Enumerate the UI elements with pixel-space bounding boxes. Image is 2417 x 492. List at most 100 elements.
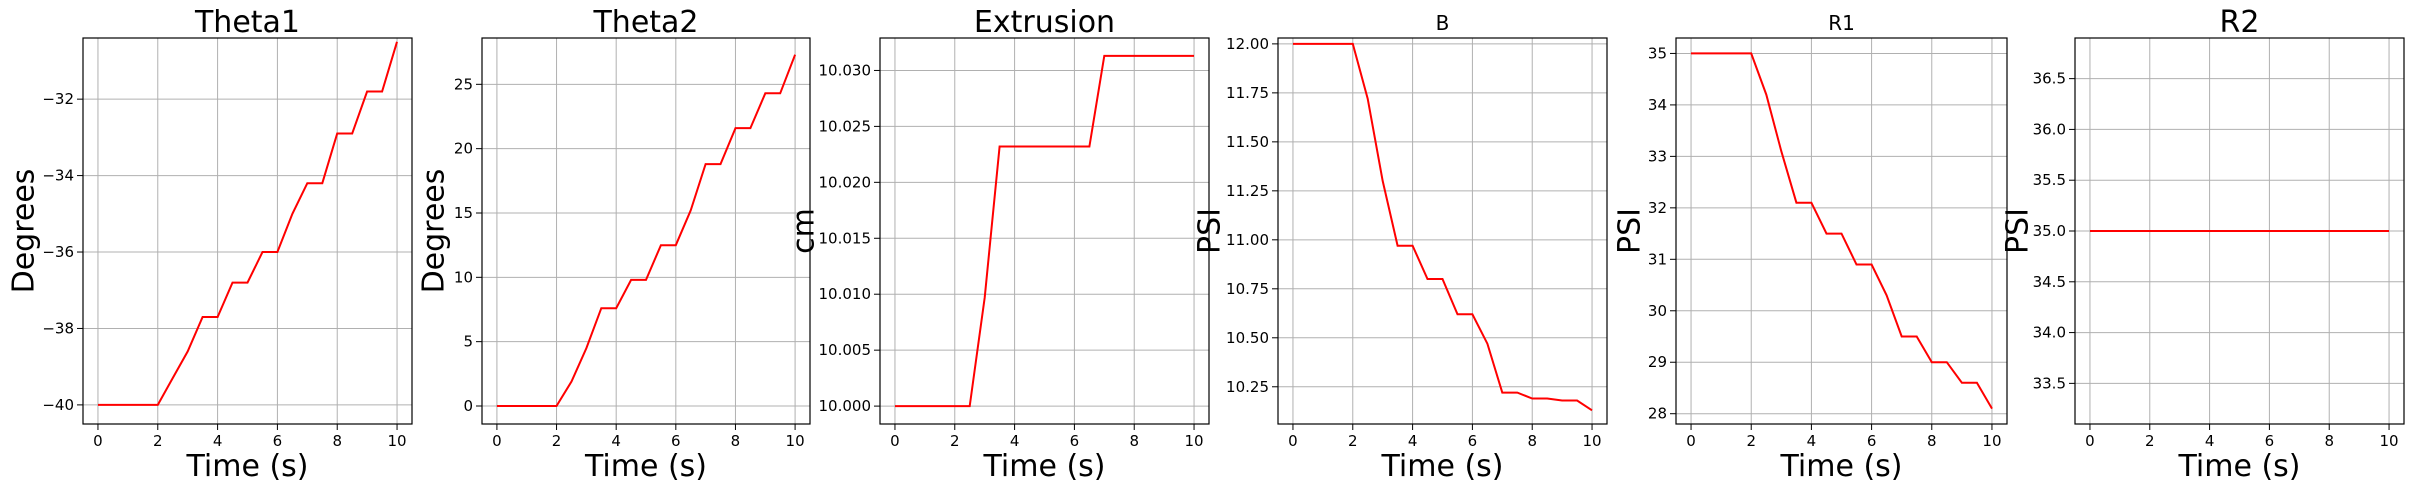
y-tick-label: 20	[454, 140, 473, 158]
subplot-6: 0 2 4 6 8 10 33.5 34.0 34.5 35.0 35.5 36.0 36.5 R2 Tim…	[2001, 5, 2405, 484]
x-tick-label: 10	[387, 432, 406, 450]
y-tick-label: 10.50	[1226, 329, 1269, 347]
x-tick-label: 4	[213, 432, 223, 450]
axes-frame	[879, 37, 1210, 425]
chart-title: R1	[1828, 11, 1855, 35]
y-tick-label: 10.005	[819, 341, 872, 359]
series-line	[895, 54, 1194, 408]
x-tick-label: 2	[950, 432, 960, 450]
y-tick-label: 34	[1648, 96, 1667, 114]
subplot-1: 0 2 4 6 8 10 −40 −38 −36 −34 −32 Theta1 Time (s) Degr…	[7, 5, 413, 484]
y-tick-label: 29	[1648, 353, 1667, 371]
chart-title: Theta2	[592, 5, 698, 40]
x-tick-label: 0	[1288, 432, 1298, 450]
y-tick-label: 12.00	[1226, 35, 1269, 53]
x-tick-label: 4	[611, 432, 621, 450]
y-tick-label: −40	[42, 396, 74, 414]
y-tick-label: 30	[1648, 302, 1667, 320]
y-tick-label: −34	[42, 167, 74, 185]
x-tick-label: 6	[671, 432, 681, 450]
y-axis-label: PSI	[1613, 208, 1648, 254]
y-tick-label: 0	[463, 397, 473, 415]
y-tick-label: 5	[463, 333, 473, 351]
x-tick-label: 10	[2379, 432, 2398, 450]
y-tick-label: 15	[454, 204, 473, 222]
x-axis-label: Time (s)	[1381, 449, 1504, 484]
y-tick-label: 10.75	[1226, 280, 1269, 298]
chart-title: B	[1436, 11, 1450, 35]
y-tick-label: 10.010	[819, 285, 872, 303]
series-line	[98, 41, 398, 406]
x-tick-label: 2	[1746, 432, 1756, 450]
y-axis-label: Degrees	[417, 169, 452, 294]
y-axis-label: PSI	[2001, 208, 2036, 254]
y-tick-label: 34.5	[2033, 273, 2066, 291]
y-tick-label: 11.50	[1226, 133, 1269, 151]
axes-frame	[481, 37, 811, 425]
y-tick-label: −38	[42, 319, 74, 337]
x-tick-label: 6	[1867, 432, 1877, 450]
y-tick-label: 10.25	[1226, 378, 1269, 396]
subplot-2: 0 2 4 6 8 10 0 5 10 15 20 25 Theta2 Time (s) Degrees	[417, 5, 811, 484]
y-axis-label: PSI	[1193, 208, 1228, 254]
x-tick-label: 6	[1468, 432, 1478, 450]
x-tick-label: 8	[731, 432, 741, 450]
y-tick-label: 32	[1648, 199, 1667, 217]
x-tick-label: 0	[492, 432, 502, 450]
x-tick-label: 4	[1010, 432, 1020, 450]
subplot-4: 0 2 4 6 8 10 10.25 10.50 10.75 11.00 11.25 11.50 11.…	[1193, 11, 1608, 484]
y-tick-label: 10.025	[819, 117, 872, 135]
x-tick-label: 6	[1070, 432, 1080, 450]
x-axis-label: Time (s)	[983, 449, 1106, 484]
y-tick-label: 33	[1648, 147, 1667, 165]
chart-title: Extrusion	[974, 5, 1115, 40]
y-tick-label: 31	[1648, 250, 1667, 268]
x-tick-label: 8	[2324, 432, 2334, 450]
y-tick-label: 11.25	[1226, 182, 1269, 200]
y-axis-label: cm	[787, 208, 822, 254]
x-tick-label: 0	[890, 432, 900, 450]
x-tick-label: 4	[1807, 432, 1817, 450]
x-tick-label: 8	[332, 432, 342, 450]
x-axis-label: Time (s)	[1780, 449, 1903, 484]
y-tick-label: 28	[1648, 405, 1667, 423]
x-tick-label: 8	[1527, 432, 1537, 450]
x-tick-label: 8	[1129, 432, 1139, 450]
y-tick-label: 36.0	[2033, 120, 2066, 138]
y-tick-label: 25	[454, 75, 473, 93]
y-tick-label: 10.020	[819, 173, 872, 191]
y-tick-label: 35.5	[2033, 171, 2066, 189]
series-line	[1293, 42, 1593, 412]
x-tick-label: 0	[2085, 432, 2095, 450]
x-tick-label: 2	[1348, 432, 1358, 450]
x-tick-label: 6	[2265, 432, 2275, 450]
axes-frame	[82, 37, 413, 425]
x-axis-label: Time (s)	[584, 449, 707, 484]
y-axis-label: Degrees	[7, 169, 42, 294]
axes-frame	[1675, 37, 2008, 425]
x-tick-label: 2	[2145, 432, 2155, 450]
x-tick-label: 10	[1982, 432, 2001, 450]
x-tick-label: 8	[1927, 432, 1937, 450]
y-tick-label: 11.00	[1226, 231, 1269, 249]
series-line	[496, 54, 797, 407]
y-tick-label: 34.0	[2033, 324, 2066, 342]
chart-title: Theta1	[194, 5, 300, 40]
x-tick-label: 10	[1582, 432, 1601, 450]
x-tick-label: 0	[1686, 432, 1696, 450]
x-axis-label: Time (s)	[186, 449, 309, 484]
y-tick-label: 36.5	[2033, 70, 2066, 88]
x-tick-label: 2	[552, 432, 562, 450]
x-axis-label: Time (s)	[2178, 449, 2301, 484]
series-line	[1691, 52, 1993, 410]
x-tick-label: 2	[153, 432, 163, 450]
y-tick-label: 33.5	[2033, 374, 2066, 392]
x-tick-label: 10	[1184, 432, 1203, 450]
y-tick-label: 11.75	[1226, 84, 1269, 102]
y-tick-label: 10.000	[819, 397, 872, 415]
y-tick-label: 35.0	[2033, 222, 2066, 240]
x-tick-label: 6	[273, 432, 283, 450]
y-tick-label: 10.030	[819, 61, 872, 79]
x-tick-label: 4	[1408, 432, 1418, 450]
